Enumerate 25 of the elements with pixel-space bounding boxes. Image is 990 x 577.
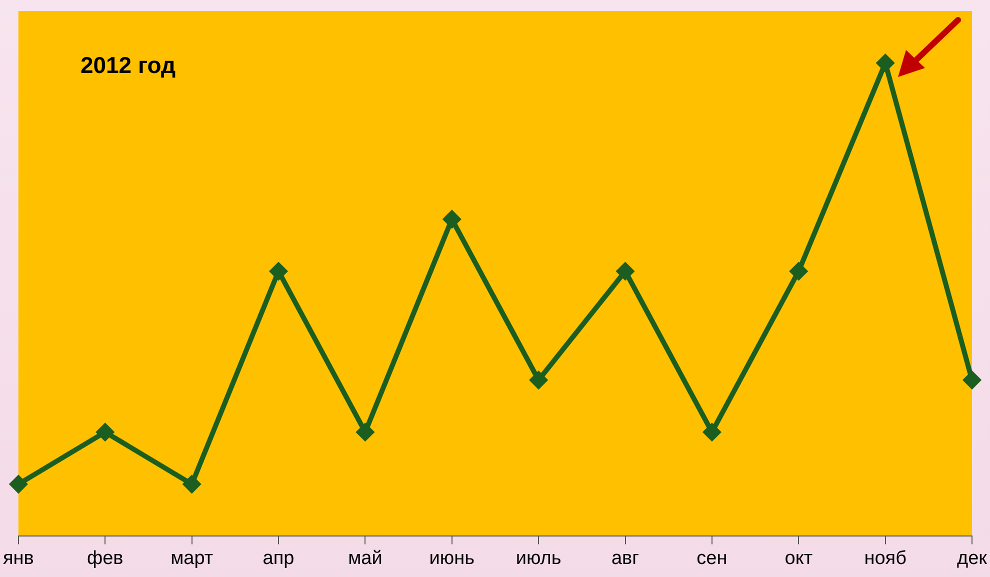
point [270,262,288,280]
point [10,476,27,493]
x-tick-label: апр [262,548,294,569]
x-tick-label: июнь [429,548,475,569]
point [616,262,634,280]
point [183,476,200,493]
point [703,424,720,441]
x-tick-label: янв [3,548,34,569]
point [443,210,460,228]
point [96,424,114,441]
point [530,372,548,389]
x-tick-label: дек [957,548,988,569]
x-tick-label: сен [696,548,728,569]
x-tick-label: июль [516,548,562,569]
point [876,54,894,72]
chart-title: 2012 год [80,52,176,78]
x-tick-label: авг [611,548,640,569]
point [356,424,374,441]
x-tick-label: март [170,548,214,569]
point [790,262,808,280]
point [964,372,981,389]
x-tick-label: май [348,548,382,569]
x-tick-label: фев [86,548,124,569]
x-tick-label: окт [784,548,813,569]
x-tick-label: нояб [864,548,907,569]
